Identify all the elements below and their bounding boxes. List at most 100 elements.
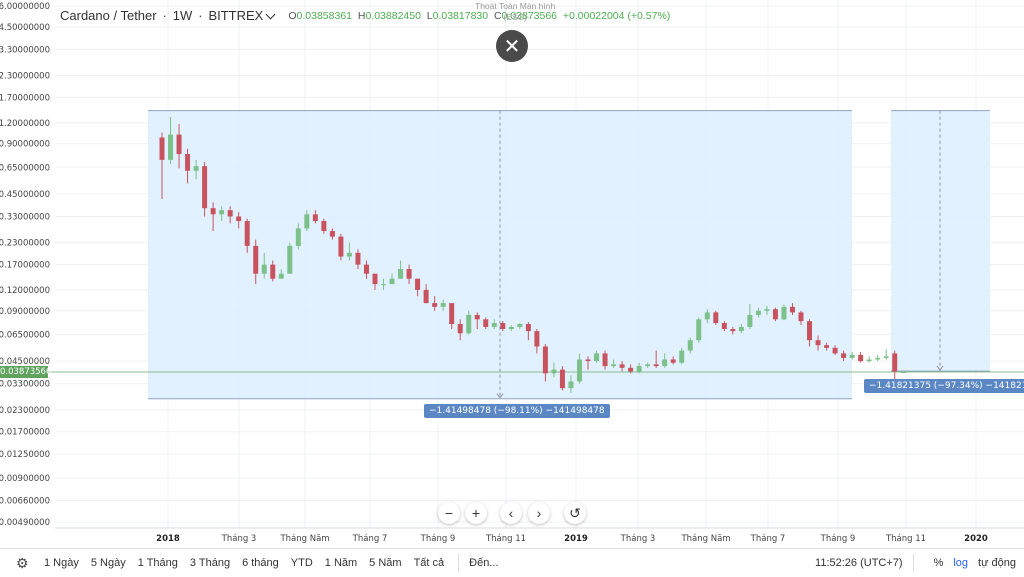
range-1m[interactable]: 1 Tháng [137, 557, 178, 569]
candle-body [619, 364, 625, 368]
candle-body [449, 303, 455, 325]
candle-body [278, 273, 284, 279]
candle-body [508, 326, 514, 330]
candle-body [594, 353, 600, 362]
y-tick-label: 0.23000000 [0, 239, 50, 249]
candle-body [261, 264, 267, 274]
y-tick-label: 0.02300000 [0, 406, 50, 416]
percent-scale-toggle[interactable]: % [933, 557, 944, 569]
auto-scale-toggle[interactable]: tự động [978, 557, 1016, 569]
candle-body [372, 273, 378, 285]
legend-separator-1: · [162, 8, 167, 23]
x-tick-label: Tháng 7 [352, 534, 388, 544]
candle-body [900, 372, 906, 374]
x-tick-label: Tháng 11 [885, 534, 926, 544]
candle-body [755, 310, 761, 315]
candle-body [210, 208, 216, 215]
candle-body [772, 309, 778, 320]
candle-body [500, 323, 506, 330]
measure-regions[interactable] [148, 110, 990, 400]
close-icon: ✕ [503, 35, 521, 58]
candle-body [159, 137, 165, 160]
exit-fullscreen-button[interactable]: ✕ [496, 30, 528, 62]
time-axis[interactable]: 2018 Tháng 3 Tháng Năm Tháng 7 Tháng 9 Tháng … [55, 527, 1024, 544]
range-3m[interactable]: 3 Tháng [189, 557, 231, 569]
candle-body [636, 366, 642, 372]
candle-body [875, 357, 881, 360]
range-ytd[interactable]: YTD [290, 557, 313, 569]
log-scale-toggle[interactable]: log [953, 557, 969, 569]
reset-icon: ↺ [569, 504, 581, 521]
y-tick-label: 0.90000000 [0, 140, 50, 150]
range-1d[interactable]: 1 Ngày [44, 557, 79, 569]
scale-controls: 11:52:26 (UTC+7) % log tự động [805, 549, 1016, 577]
gear-icon[interactable]: ⚙ [16, 554, 29, 571]
range-1y[interactable]: 1 Năm [324, 557, 358, 569]
goto-date-button[interactable]: Đến... [469, 557, 499, 569]
measure-label-first: −1.41498478 (−98.11%) −141498478 [424, 404, 610, 418]
x-tick-label: Tháng 9 [820, 534, 856, 544]
candle-body [185, 154, 191, 171]
candle-body [295, 228, 301, 246]
y-tick-label: 0.01250000 [0, 450, 50, 460]
y-tick-label: 0.06500000 [0, 330, 50, 340]
candle-body [807, 321, 813, 341]
y-tick-label: 3.30000000 [0, 45, 50, 55]
low-label: L [426, 9, 433, 22]
candle-body [457, 324, 463, 334]
candle-body [858, 354, 864, 362]
plus-icon: + [471, 505, 481, 521]
candle-body [679, 350, 685, 363]
candle-body [363, 264, 369, 274]
y-tick-label: 4.50000000 [0, 23, 50, 33]
x-tick-label: Tháng 3 [221, 534, 257, 544]
interval-label[interactable]: 1W [172, 8, 193, 23]
candle-body [849, 354, 855, 358]
price-chart[interactable]: 6.00000000 4.50000000 3.30000000 2.30000000… [0, 0, 1024, 548]
range-5y[interactable]: 5 Năm [369, 557, 402, 569]
x-tick-label: 2019 [564, 534, 588, 544]
candle-body [585, 359, 591, 362]
range-5d[interactable]: 5 Ngày [90, 557, 126, 569]
close-value: 0.03873566 [501, 9, 558, 22]
scroll-right-button[interactable]: › [528, 502, 550, 524]
candle-body [415, 278, 421, 290]
bottom-toolbar: ⚙ 1 Ngày 5 Ngày 1 Tháng 3 Tháng 6 tháng … [0, 548, 1024, 577]
candle-body [764, 309, 770, 311]
y-tick-label: 0.03300000 [0, 380, 50, 390]
scroll-left-button[interactable]: ‹ [500, 502, 522, 524]
reset-chart-button[interactable]: ↺ [564, 502, 586, 524]
candle-body [645, 364, 651, 367]
candle-body [389, 278, 395, 285]
candle-body [696, 319, 702, 341]
price-axis[interactable]: 6.00000000 4.50000000 3.30000000 2.30000000… [0, 2, 50, 528]
range-6m[interactable]: 6 tháng [242, 557, 279, 569]
ohlc-values: O0.03858361 H0.03882450 L0.03817830 C0.0… [288, 10, 670, 22]
high-value: 0.03882450 [365, 9, 421, 22]
zoom-out-button[interactable]: − [438, 502, 460, 524]
candle-body [466, 314, 472, 334]
candle-body [304, 214, 310, 229]
chevron-right-icon: › [536, 505, 542, 521]
change-value: +0.00022004 (+0.57%) [562, 9, 671, 22]
candle-body [227, 210, 233, 217]
measure-arrow-head [496, 393, 504, 399]
y-tick-label: 0.00660000 [0, 496, 50, 506]
candle-body [883, 356, 889, 358]
y-tick-label: 1.20000000 [0, 119, 50, 129]
candle-body [381, 284, 387, 286]
x-tick-label: Tháng Năm [279, 534, 329, 544]
clock-time[interactable]: 11:52:26 (UTC+7) [815, 557, 903, 569]
y-tick-label: 0.01700000 [0, 428, 50, 438]
candle-body [474, 314, 480, 320]
x-tick-label: Tháng 3 [620, 534, 656, 544]
candle-body [704, 312, 710, 320]
symbol-name[interactable]: Cardano / Tether [60, 8, 157, 23]
exchange-label[interactable]: BITTREX [208, 8, 264, 23]
range-all[interactable]: Tất cả [413, 557, 445, 569]
zoom-in-button[interactable]: + [465, 502, 487, 524]
chevron-down-icon[interactable] [265, 9, 276, 19]
measure-label-second: −1.41821375 (−97.34%) −141821375 [864, 379, 1024, 393]
measure-region-2[interactable] [891, 110, 990, 372]
candle-body [789, 306, 795, 313]
